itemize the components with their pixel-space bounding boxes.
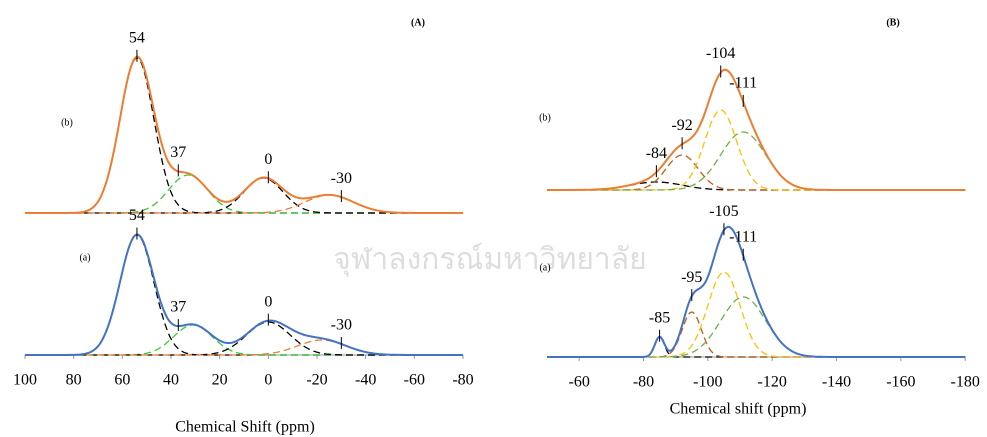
component-curve xyxy=(547,337,965,357)
peak-label: -30 xyxy=(331,317,352,334)
peak-label: 0 xyxy=(264,151,272,168)
x-tick-label: -160 xyxy=(886,374,915,391)
peak-label: 54 xyxy=(129,207,145,224)
watermark: จุฬาลงกรณ์มหาวิทยาลัย xyxy=(333,242,646,278)
peak-label: -30 xyxy=(331,170,352,187)
figure: จุฬาลงกรณ์มหาวิทยาลัย 100 80 60 40 20 0 -20 -40… xyxy=(0,0,987,437)
component-curve xyxy=(25,322,463,355)
peak-label: 54 xyxy=(129,29,145,46)
peak-label: 0 xyxy=(264,293,272,310)
component-curve xyxy=(547,155,965,190)
component-curve xyxy=(25,195,463,213)
fit-curve xyxy=(25,57,463,213)
peak-label: -111 xyxy=(729,228,757,245)
component-curve xyxy=(25,175,463,213)
trace-label: (b) xyxy=(539,112,551,123)
x-tick-label: 80 xyxy=(66,372,82,389)
x-tick-label: 20 xyxy=(212,372,228,389)
trace-label: (b) xyxy=(61,117,73,128)
peak-label: -104 xyxy=(706,45,735,62)
panel-title: (A) xyxy=(411,17,425,28)
peak-label: -105 xyxy=(709,203,738,220)
trace-label: (a) xyxy=(539,262,550,273)
component-curve xyxy=(547,312,965,357)
component-curve xyxy=(25,178,463,213)
x-tick-label: -80 xyxy=(452,372,473,389)
x-tick-label: 40 xyxy=(163,372,179,389)
x-tick-label: -20 xyxy=(306,372,327,389)
x-tick-label: -60 xyxy=(569,374,590,391)
x-tick-label: 100 xyxy=(13,372,37,389)
component-curve xyxy=(547,272,965,357)
panel-title: (B) xyxy=(886,17,899,28)
x-tick-label: -120 xyxy=(758,374,787,391)
x-axis-label: Chemical shift (ppm) xyxy=(670,401,807,418)
component-curve xyxy=(547,132,965,190)
x-tick-label: -180 xyxy=(951,374,980,391)
x-axis-label: Chemical Shift (ppm) xyxy=(175,419,315,436)
peak-label: -92 xyxy=(671,117,692,134)
x-tick-label: 0 xyxy=(264,372,272,389)
peak-label: -95 xyxy=(681,269,702,286)
x-tick-label: 60 xyxy=(114,372,130,389)
peak-label: 37 xyxy=(170,144,186,161)
peak-label: 37 xyxy=(170,299,186,316)
peak-label: -84 xyxy=(646,145,667,162)
x-tick-label: -100 xyxy=(693,374,722,391)
x-tick-label: -80 xyxy=(633,374,654,391)
x-tick-label: -40 xyxy=(355,372,376,389)
x-tick-label: -60 xyxy=(404,372,425,389)
x-tick-label: -140 xyxy=(822,374,851,391)
peak-label: -85 xyxy=(649,309,670,326)
trace-label: (a) xyxy=(79,252,90,263)
peak-label: -111 xyxy=(729,75,757,92)
component-curve xyxy=(547,110,965,190)
component-curve xyxy=(25,325,463,355)
component-curve xyxy=(547,297,965,357)
